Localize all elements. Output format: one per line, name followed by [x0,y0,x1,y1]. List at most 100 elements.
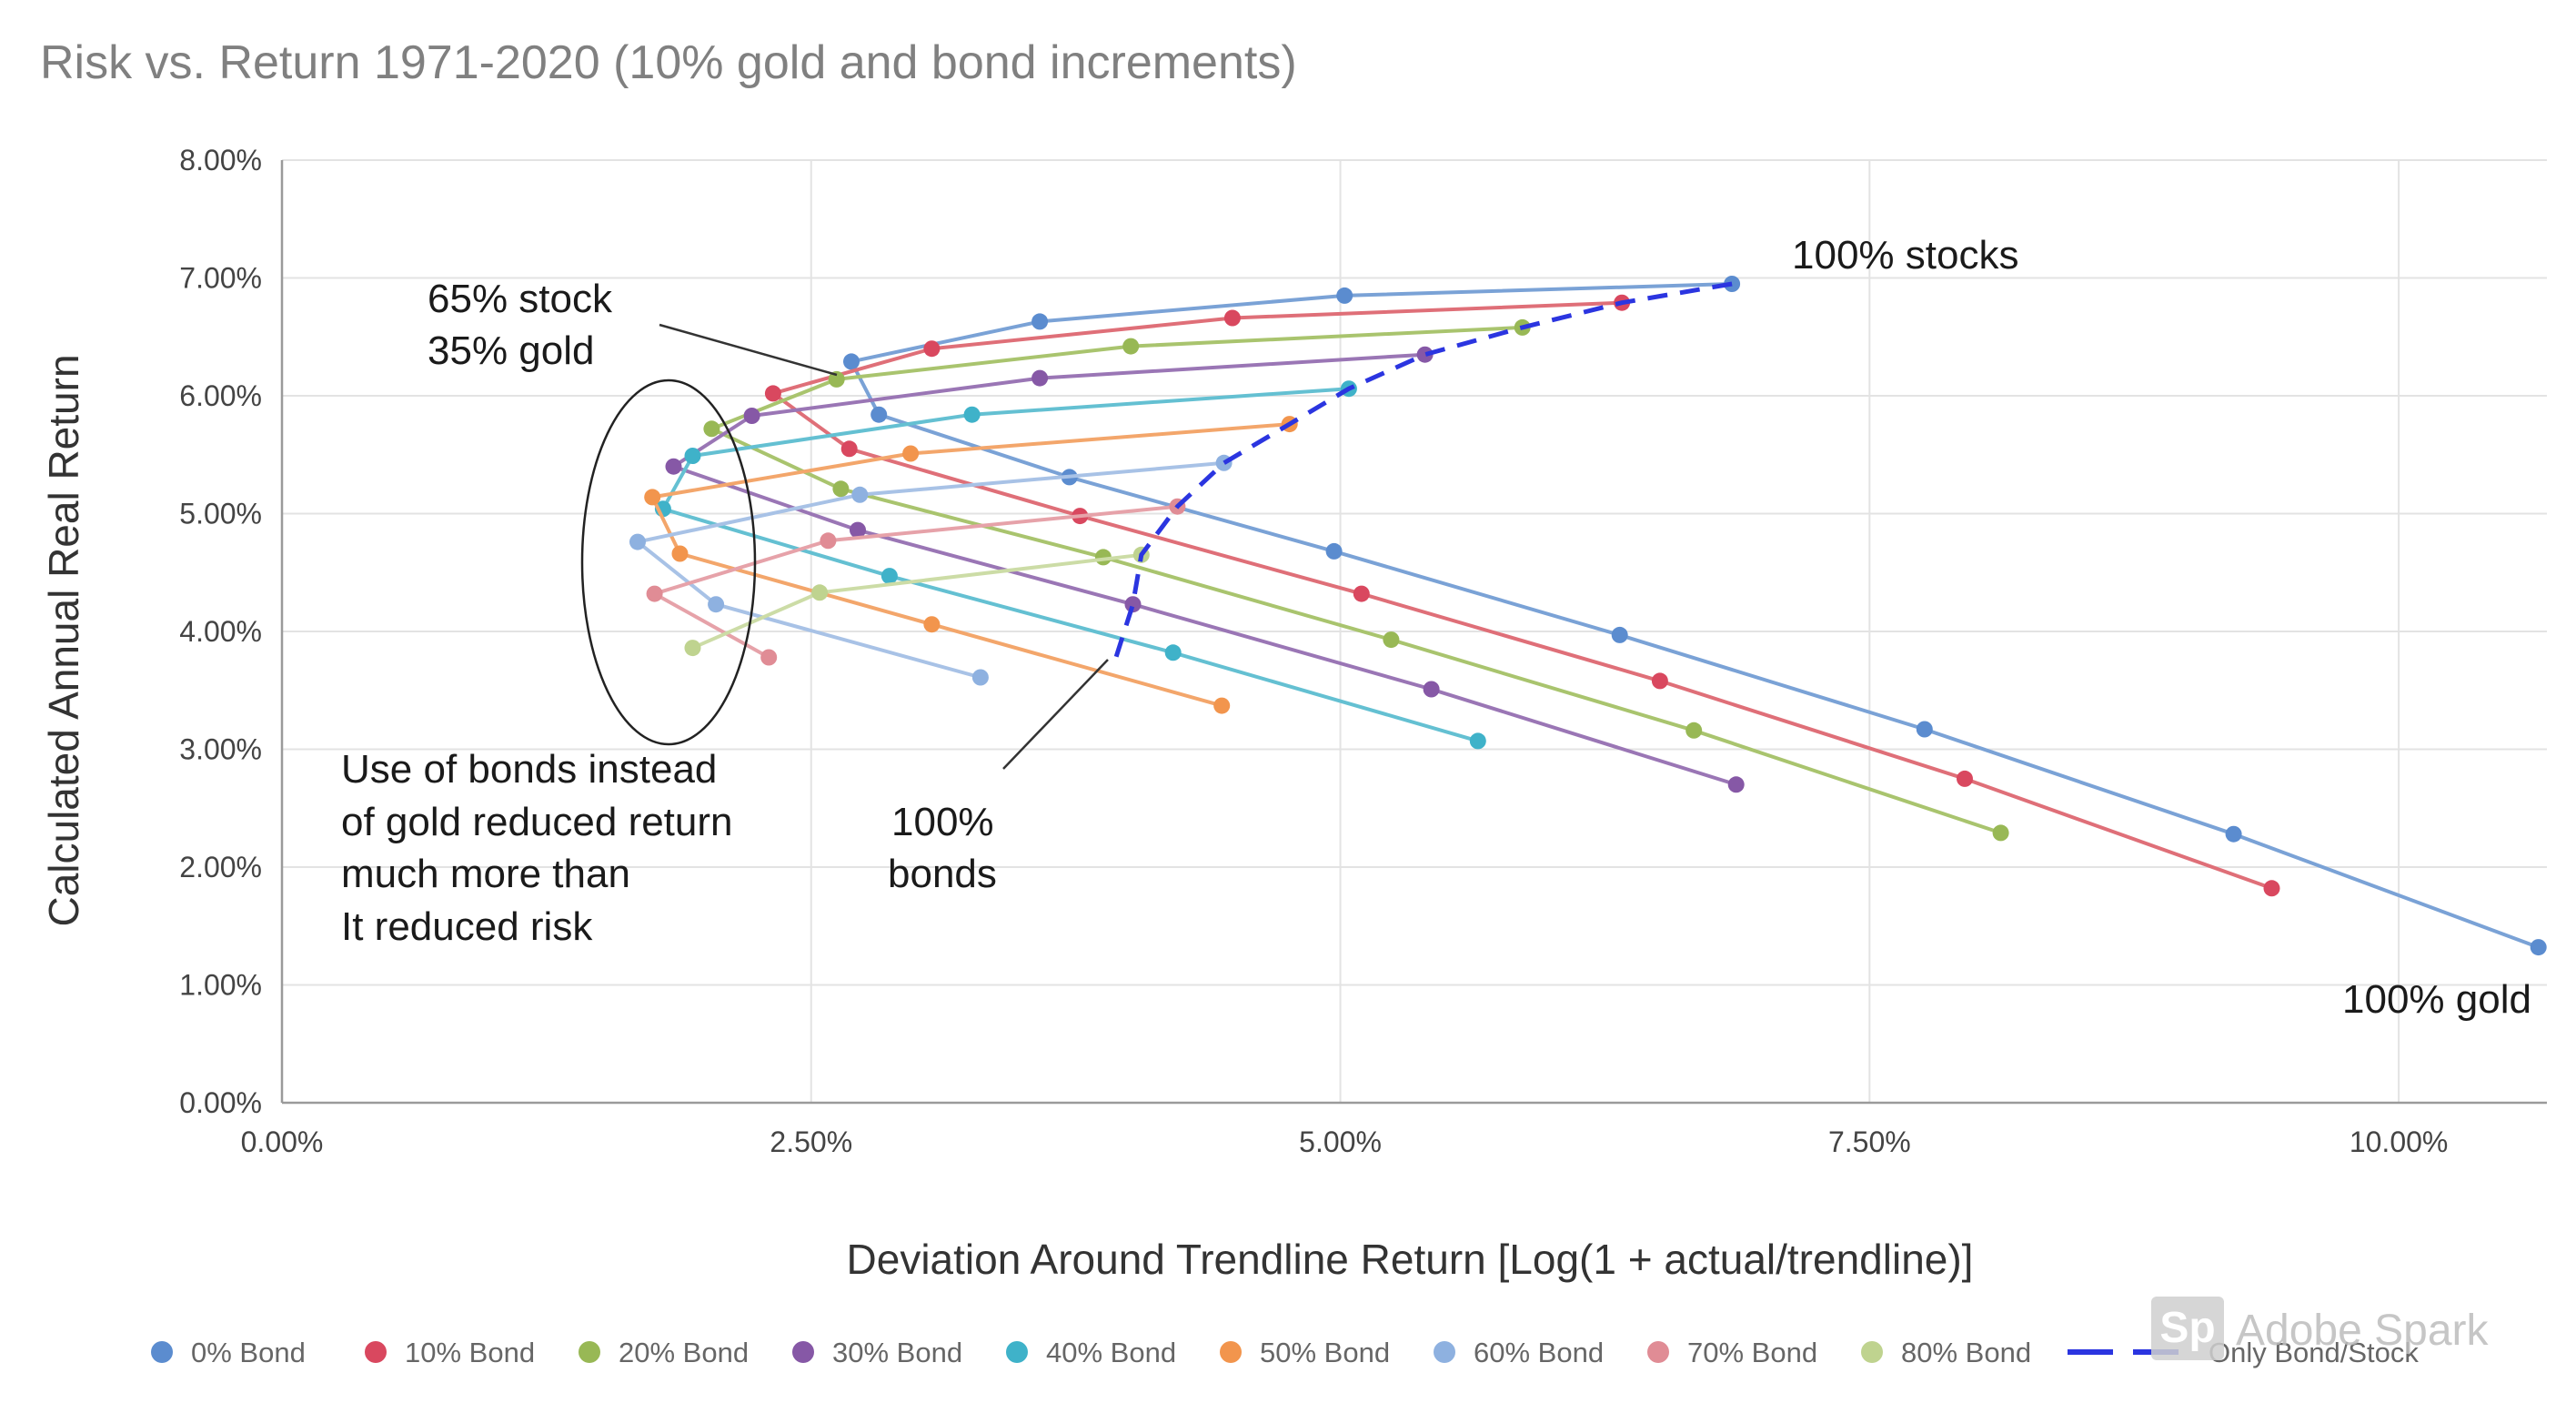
data-point [764,385,781,402]
legend-marker [151,1341,173,1363]
watermark-logo-icon [2151,1297,2224,1360]
legend-marker [579,1341,600,1363]
y-tick-label: 0.00% [179,1086,262,1119]
data-point [1611,626,1628,643]
annotation-35-gold: 35% gold [428,328,594,373]
data-point [665,458,682,475]
legend-label: Only Bond/Stock [2209,1337,2419,1368]
data-point [2530,939,2547,956]
legend-label: 30% Bond [832,1337,962,1368]
data-point [1223,309,1241,327]
annotation-note-line1: Use of bonds instead [341,747,717,792]
data-point [2225,825,2242,843]
annotation-note-line4: It reduced risk [341,904,593,949]
data-point [843,353,860,370]
legend-marker [1220,1341,1242,1363]
data-point [743,408,760,424]
data-point [671,545,689,562]
data-point [1469,732,1486,750]
series-line [650,422,1290,708]
data-point [1124,596,1142,613]
data-point [923,616,941,633]
legend-label: 50% Bond [1260,1337,1390,1368]
low-risk-ellipse [580,379,757,746]
series-6 [629,454,1233,686]
data-point [1031,313,1049,330]
x-tick-label: 2.50% [770,1125,852,1158]
y-tick-label: 1.00% [179,969,262,1002]
data-point [1213,697,1231,714]
legend-marker [365,1341,387,1363]
legend-label: 60% Bond [1474,1337,1604,1368]
legend-marker [1434,1341,1455,1363]
data-point [1916,721,1933,738]
y-tick-label: 2.00% [179,851,262,883]
data-point [1727,776,1745,793]
data-point [811,584,829,601]
watermark-text: Adobe Spark [2236,1307,2490,1355]
data-point [1423,681,1440,698]
data-point [684,640,701,657]
annotation-100: 100% [891,800,994,844]
data-point [1031,369,1049,387]
legend-marker [1861,1341,1883,1363]
legend-label: 40% Bond [1046,1337,1176,1368]
data-point [2263,880,2280,897]
data-point [1992,824,2009,842]
y-tick-label: 4.00% [179,615,262,648]
chart-title: Risk vs. Return 1971-2020 (10% gold and … [40,36,1297,89]
data-point [1957,770,1973,787]
series-0 [843,276,2547,956]
data-point [923,340,941,358]
data-point [880,568,898,585]
data-point [1353,585,1370,602]
series-line [671,352,1737,787]
data-point [1383,631,1400,649]
y-tick-label: 6.00% [179,379,262,412]
series-line [850,282,2540,949]
data-point [760,649,778,666]
legend-marker [1647,1341,1669,1363]
annotation-65-stock: 65% stock [428,277,613,321]
data-point [963,406,981,423]
data-point [644,489,661,506]
annotation-100-stocks: 100% stocks [1792,233,2018,278]
y-tick-label: 3.00% [179,733,262,766]
data-point [1685,722,1703,739]
legend-marker [792,1341,814,1363]
x-tick-labels: 0.00% 2.50% 5.00% 7.50% 10.00% [241,1125,2449,1158]
data-point [840,440,858,458]
series-2 [703,318,2009,842]
annotation-note-line3: much more than [341,852,630,896]
y-tick-label: 8.00% [179,144,262,177]
data-point [902,445,920,462]
data-point [703,420,720,438]
data-point [1325,542,1343,560]
data-point [851,486,869,503]
legend-label: 80% Bond [1901,1337,2031,1368]
stock-gold-pointer [659,323,838,377]
y-tick-labels: 0.00% 1.00% 2.00% 3.00% 4.00% 5.00% 6.00% 7.00%… [179,144,262,1119]
watermark-logo-text: Sp [2159,1304,2215,1352]
x-tick-label: 5.00% [1299,1125,1382,1158]
x-axis-title: Deviation Around Trendline Return [Log(1… [847,1236,1974,1283]
data-point [629,533,646,550]
only-bond-stock-line [1113,281,1733,659]
data-point [1164,644,1182,661]
data-point [1651,672,1668,690]
y-tick-label: 5.00% [179,498,262,530]
annotation-note-line2: of gold reduced return [341,800,733,844]
series-3 [665,346,1745,793]
series-line [652,504,1178,660]
legend-label: 10% Bond [405,1337,535,1368]
grid [282,159,2547,1103]
watermark: Sp Adobe Spark [2151,1297,2490,1360]
y-axis-title: Calculated Annual Real Return [40,354,87,926]
data-point [828,370,845,388]
bonds-pointer [1002,659,1109,770]
legend-label: 0% Bond [191,1337,306,1368]
data-point [850,521,866,539]
data-point [646,585,663,602]
data-point [1416,346,1434,363]
